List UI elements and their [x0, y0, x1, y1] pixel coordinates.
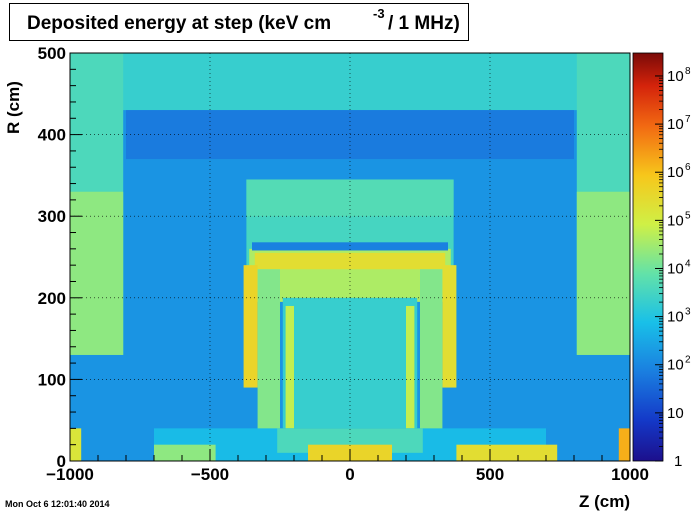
- x-tick-label: 1000: [611, 465, 649, 484]
- y-tick-label: 500: [38, 44, 66, 63]
- heatmap-region-16: [420, 269, 443, 437]
- y-tick-label: 400: [38, 126, 66, 145]
- heatmap-region-15: [257, 269, 280, 437]
- colorbar-tick-exponent: 4: [685, 258, 691, 269]
- colorbar-tick-label: 10: [667, 260, 684, 277]
- heatmap-region-17: [285, 305, 294, 429]
- colorbar-tick-label: 10: [667, 164, 684, 181]
- colorbar-tick-label: 10: [667, 116, 684, 133]
- title-box: Deposited energy at step (keV cm -3 / 1 …: [9, 3, 469, 41]
- y-tick-label: 200: [38, 289, 66, 308]
- heatmap-region-5: [70, 191, 124, 355]
- heatmap-region-23: [154, 444, 216, 461]
- colorbar-tick-exponent: 6: [685, 162, 691, 173]
- chart-title-exponent: -3: [373, 6, 385, 21]
- colorbar-tick-label: 1: [674, 453, 682, 470]
- colorbar-tick-exponent: 5: [685, 210, 691, 221]
- y-tick-label: 0: [57, 452, 66, 471]
- colorbar-tick-label: 10: [667, 68, 684, 85]
- heatmap-region-6: [576, 191, 630, 355]
- heatmap-region-13: [243, 265, 258, 388]
- chart-title-tail: / 1 MHz): [388, 13, 460, 34]
- colorbar-tick-exponent: 7: [685, 114, 691, 125]
- colorbar-tick-label: 10: [667, 405, 684, 422]
- colorbar-tick-label: 10: [667, 212, 684, 229]
- heatmap-region-18: [406, 305, 415, 429]
- colorbar-tick-label: 10: [667, 357, 684, 374]
- colorbar-tick-exponent: 3: [685, 307, 691, 318]
- colorbar-tick-label: 10: [667, 309, 684, 326]
- heatmap-region-25: [618, 428, 630, 461]
- x-tick-label: −1000: [46, 465, 94, 484]
- colorbar-tick-exponent: 2: [685, 355, 691, 366]
- heatmap-region-12: [282, 297, 418, 429]
- x-tick-label: −500: [191, 465, 229, 484]
- heatmap-region-10: [252, 242, 448, 251]
- x-axis-label: Z (cm): [579, 492, 630, 511]
- x-tick-label: 500: [476, 465, 504, 484]
- colorbar-tick-exponent: 8: [685, 66, 691, 77]
- heatmap-region-22: [456, 444, 558, 461]
- heatmap-region-14: [442, 265, 457, 388]
- y-tick-label: 300: [38, 207, 66, 226]
- x-tick-label: 0: [345, 465, 354, 484]
- colorbar-gradient: [632, 52, 664, 462]
- y-tick-label: 100: [38, 370, 66, 389]
- chart-title: Deposited energy at step (keV cm: [27, 13, 332, 34]
- timestamp: Mon Oct 6 12:01:40 2014: [5, 499, 110, 509]
